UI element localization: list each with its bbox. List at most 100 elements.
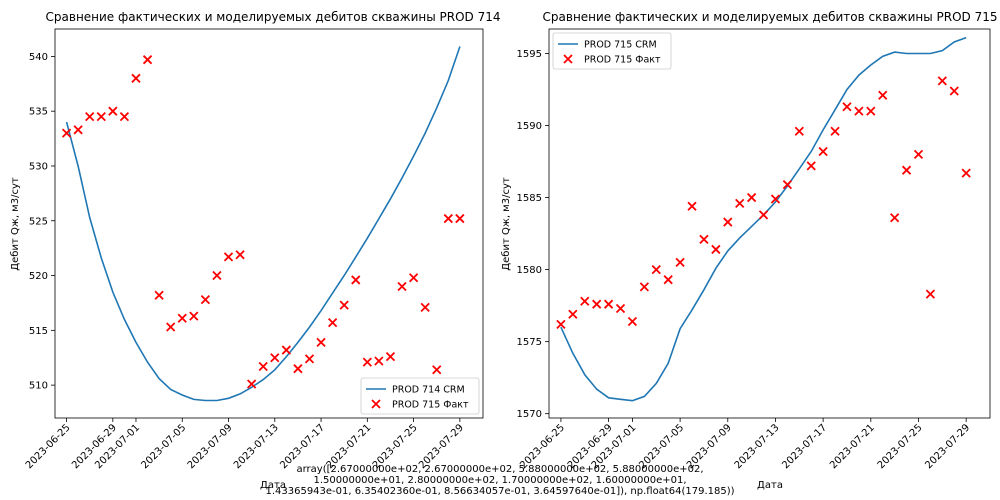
chart-title: Сравнение фактических и моделируемых деб… xyxy=(46,10,501,24)
data-point-fact xyxy=(223,252,234,262)
series-line-crm xyxy=(560,36,967,402)
data-point-fact xyxy=(937,76,947,86)
axes-frame xyxy=(548,28,991,419)
data-point-fact xyxy=(949,86,959,96)
y-tick-label: 1595 xyxy=(517,49,542,60)
data-point-fact xyxy=(854,106,864,116)
x-tick-label: 2023-07-13 xyxy=(232,422,281,471)
data-point-fact xyxy=(782,179,793,190)
data-point-fact xyxy=(556,319,566,329)
data-point-fact xyxy=(420,302,430,312)
series-line-crm xyxy=(65,46,461,402)
data-point-fact xyxy=(770,194,781,204)
data-point-fact xyxy=(293,364,303,374)
data-point-fact xyxy=(806,161,816,171)
y-tick-label: 530 xyxy=(29,161,48,172)
data-point-fact xyxy=(247,379,257,389)
data-point-fact xyxy=(663,275,673,285)
data-point-fact xyxy=(830,126,840,136)
data-point-fact xyxy=(675,257,685,268)
data-point-fact xyxy=(866,106,876,116)
y-tick-label: 1590 xyxy=(517,121,542,132)
x-tick-label: 2023-07-29 xyxy=(923,422,972,471)
x-tick-label: 2023-07-09 xyxy=(186,422,235,471)
y-tick-label: 510 xyxy=(29,381,48,392)
data-point-fact xyxy=(913,149,924,159)
data-point-fact xyxy=(735,198,745,208)
data-point-fact xyxy=(154,290,164,300)
legend: PROD 714 CRM PROD 715 Факт xyxy=(360,377,480,415)
data-point-fact xyxy=(961,168,971,178)
axes-frame xyxy=(54,28,484,419)
x-tick-label: 2023-06-25 xyxy=(24,422,73,471)
data-point-fact xyxy=(351,275,361,285)
data-point-fact xyxy=(108,106,118,116)
data-point-fact xyxy=(580,296,590,306)
data-point-fact xyxy=(723,217,733,227)
x-axis-label: Дата xyxy=(757,480,783,491)
legend-swatch-marker xyxy=(563,54,573,64)
data-point-fact xyxy=(568,309,578,319)
data-point-fact xyxy=(746,192,757,203)
legend: PROD 715 CRM PROD 715 Факт xyxy=(552,32,672,70)
y-tick-label: 525 xyxy=(29,216,48,227)
data-point-fact xyxy=(85,112,95,122)
y-axis-label: Дебит Qж, м3/сут xyxy=(10,177,21,271)
x-tick-label: 2023-07-13 xyxy=(733,422,782,471)
data-point-fact xyxy=(374,356,384,366)
data-point-fact xyxy=(603,299,614,309)
data-point-fact xyxy=(73,125,83,135)
data-point-fact xyxy=(794,126,804,136)
data-point-fact xyxy=(615,303,626,314)
x-tick-label: 2023-07-21 xyxy=(828,422,877,471)
data-point-fact xyxy=(758,210,769,220)
legend-label: PROD 715 CRM xyxy=(584,40,657,51)
data-point-fact xyxy=(96,112,106,122)
legend-swatch-marker xyxy=(371,399,381,409)
data-point-fact xyxy=(316,337,326,348)
y-tick-label: 540 xyxy=(29,52,48,63)
data-point-fact xyxy=(878,90,888,100)
data-point-fact xyxy=(443,213,453,224)
data-point-fact xyxy=(258,361,268,372)
data-point-fact xyxy=(842,102,852,112)
chart-panel-prod-714: Сравнение фактических и моделируемых деб… xyxy=(10,10,500,491)
data-point-fact xyxy=(818,146,828,157)
data-point-fact xyxy=(131,73,141,83)
data-point-fact xyxy=(592,299,602,309)
data-point-fact xyxy=(339,300,349,310)
data-point-fact xyxy=(235,250,245,260)
data-point-fact xyxy=(925,289,936,299)
y-tick-label: 520 xyxy=(29,271,48,282)
data-point-fact xyxy=(189,311,199,321)
data-point-fact xyxy=(166,322,176,332)
data-point-fact xyxy=(142,55,153,65)
data-point-fact xyxy=(711,244,721,255)
footer-line-2: 1.50000000e+01, 2.80000000e+02, 1.700000… xyxy=(313,475,686,486)
data-point-fact xyxy=(627,316,638,327)
data-point-fact xyxy=(385,352,396,362)
data-point-fact xyxy=(212,270,222,281)
x-axis-label: Дата xyxy=(260,480,286,491)
y-tick-label: 1570 xyxy=(517,409,542,420)
data-point-fact xyxy=(687,201,697,211)
y-tick-label: 1580 xyxy=(517,265,542,276)
footer-annotation: array([2.67000000e+02, 2.67000000e+02, 5… xyxy=(265,464,734,497)
y-axis-label: Дебит Qж, м3/сут xyxy=(501,177,512,271)
data-point-fact xyxy=(432,365,442,375)
footer-line-1: array([2.67000000e+02, 2.67000000e+02, 5… xyxy=(296,464,703,475)
data-point-fact xyxy=(200,295,211,305)
footer-line-3: 1.43365943e-01, 6.35402360e-01, 8.566340… xyxy=(265,486,734,497)
data-point-fact xyxy=(651,264,661,275)
data-point-fact xyxy=(270,353,280,363)
chart-title: Сравнение фактических и моделируемых деб… xyxy=(543,10,998,24)
chart-panel-prod-715: Сравнение фактических и моделируемых деб… xyxy=(501,10,997,491)
data-point-fact xyxy=(327,318,338,328)
data-point-fact xyxy=(639,282,649,292)
x-tick-label: 2023-07-05 xyxy=(139,422,188,471)
y-tick-label: 515 xyxy=(29,326,48,337)
data-point-fact xyxy=(890,213,900,223)
data-point-fact xyxy=(455,213,465,224)
data-point-fact xyxy=(119,112,130,122)
